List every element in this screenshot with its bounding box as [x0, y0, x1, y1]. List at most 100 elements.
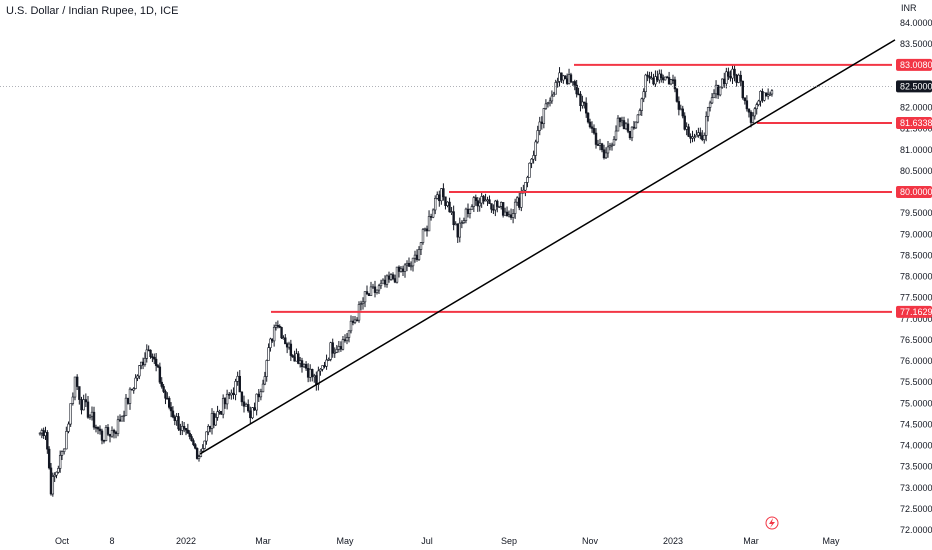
candle-body — [662, 77, 665, 81]
candle-body — [108, 433, 112, 437]
candle-body — [94, 426, 98, 429]
plot-area[interactable] — [0, 39, 896, 530]
candle-body — [554, 82, 557, 95]
candle-body — [347, 330, 351, 338]
candle-body — [478, 202, 481, 207]
candle-body — [240, 391, 244, 403]
candle-body — [654, 76, 657, 85]
candle-body — [548, 100, 552, 104]
candle-body — [88, 415, 92, 418]
candle-body — [311, 368, 314, 378]
lightning-icon[interactable] — [765, 516, 779, 530]
candle-body — [355, 319, 359, 322]
candle-body — [195, 448, 199, 459]
candle-body — [255, 393, 258, 411]
candle-body — [375, 289, 379, 293]
candle-body — [278, 325, 281, 328]
candle-body — [291, 355, 294, 358]
time-tick-label: Mar — [255, 536, 271, 546]
candle-body — [110, 430, 114, 437]
candle-body — [454, 223, 457, 226]
candle-body — [602, 149, 606, 159]
candle-body — [403, 264, 407, 272]
candle-body — [536, 130, 539, 143]
candle-body — [604, 152, 608, 159]
candle-body — [295, 353, 298, 362]
candle-body — [230, 392, 233, 396]
candle-body — [614, 130, 618, 140]
candle-body — [323, 365, 326, 367]
candle-body — [634, 121, 638, 129]
candle-body — [735, 74, 738, 83]
candle-body — [727, 71, 730, 77]
candle-body — [440, 188, 443, 202]
candle-body — [175, 416, 178, 421]
candle-body — [181, 426, 184, 431]
candle-body — [46, 432, 49, 450]
level-price-label: 83.0080 — [900, 60, 932, 70]
candle-body — [289, 343, 293, 356]
candle-body — [397, 266, 401, 272]
candle-body — [436, 194, 439, 199]
candle-body — [343, 339, 347, 342]
candle-body — [460, 222, 464, 224]
candle-body — [188, 432, 191, 437]
candle-body — [612, 139, 616, 146]
candle-body — [75, 376, 79, 387]
candle-body — [122, 415, 126, 417]
candle-body — [429, 216, 433, 218]
candle-body — [628, 131, 632, 139]
candle-body — [297, 353, 300, 364]
level-price-tag — [896, 116, 932, 129]
candle-body — [704, 116, 708, 136]
candle-body — [182, 426, 186, 429]
candle-body — [244, 404, 248, 407]
candle-body — [757, 100, 760, 105]
candle-body — [225, 393, 229, 405]
candle-body — [624, 123, 628, 130]
candle-body — [160, 381, 163, 387]
candle-body — [729, 76, 732, 79]
candle-body — [544, 103, 548, 109]
price-tick-label: 72.5000 — [900, 504, 932, 514]
candle-body — [710, 97, 714, 104]
candle-body — [431, 209, 435, 218]
candle-body — [228, 393, 231, 396]
candle-body — [319, 368, 322, 372]
time-tick-label: May — [336, 536, 354, 546]
candle-body — [190, 436, 193, 441]
candle-body — [317, 370, 320, 385]
candle-body — [238, 375, 241, 393]
candle-body — [650, 77, 653, 80]
candle-body — [145, 349, 148, 359]
candle-body — [271, 338, 274, 342]
candle-body — [265, 360, 268, 377]
candle-body — [325, 359, 328, 367]
candle-body — [642, 91, 645, 100]
candle-body — [267, 347, 270, 361]
candle-body — [494, 200, 497, 211]
candle-body — [472, 197, 476, 207]
price-tick-label: 74.5000 — [900, 419, 932, 429]
candle-body — [154, 358, 158, 366]
candle-body — [562, 75, 565, 81]
candle-body — [470, 206, 474, 210]
candle-body — [741, 80, 744, 99]
candle-body — [393, 278, 397, 283]
candle-body — [120, 416, 124, 422]
candle-body — [594, 132, 598, 145]
candle-body — [446, 201, 449, 206]
time-axis[interactable]: Oct 8 2022 Mar May Jul Sep Nov 2023 Mar May — [55, 536, 840, 546]
candle-body — [49, 467, 53, 495]
candle-body — [586, 112, 590, 123]
candle-body — [55, 471, 58, 476]
candle-body — [499, 202, 503, 207]
candle-body — [126, 397, 130, 404]
candle-body — [341, 339, 345, 350]
candle-body — [714, 84, 718, 95]
candle-body — [480, 196, 483, 204]
candle-body — [261, 383, 265, 393]
price-axis[interactable]: 72.0000 72.5000 73.0000 73.5000 74.0000 74.50… — [896, 18, 932, 535]
candle-body — [274, 325, 278, 328]
